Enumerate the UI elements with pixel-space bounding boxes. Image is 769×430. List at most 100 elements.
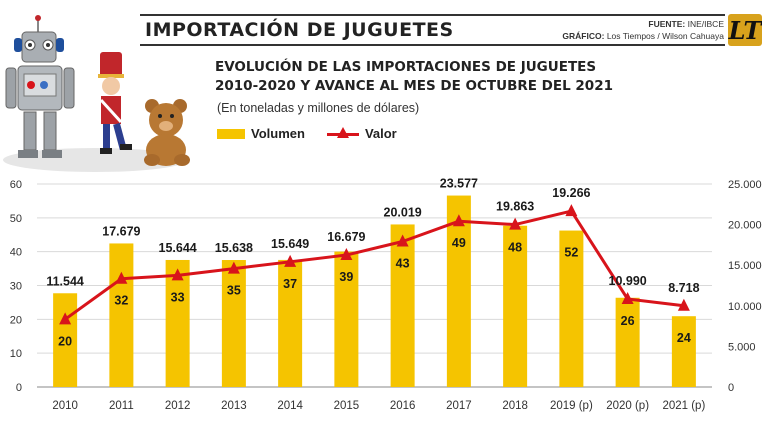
line-valor: [64, 209, 685, 321]
toy-soldier-icon: [98, 52, 132, 154]
right-axis-tick-label: 20.000: [728, 220, 762, 232]
point-valor: [227, 261, 240, 274]
point-valor: [59, 312, 72, 325]
left-axis-tick-label: 0: [16, 382, 22, 394]
source-label: FUENTE:: [648, 19, 686, 29]
data-label-volumen: 8.718: [668, 281, 699, 295]
point-valor: [565, 204, 578, 217]
data-label-valor: 43: [396, 257, 410, 271]
robot-icon: [5, 15, 75, 158]
point-valor: [396, 234, 409, 247]
data-label-valor: 49: [452, 236, 466, 250]
point-valor: [452, 214, 465, 227]
newspaper-logo: LT: [728, 14, 762, 46]
bar-volumen: [559, 230, 584, 387]
left-axis-tick-label: 40: [10, 247, 22, 259]
bar-volumen: [671, 316, 696, 387]
right-axis-tick-label: 15.000: [728, 260, 762, 272]
x-axis-tick-label: 2016: [390, 400, 416, 412]
x-axis-tick-label: 2015: [334, 400, 360, 412]
point-valor: [621, 292, 634, 305]
chart-title-line1: EVOLUCIÓN DE LAS IMPORTACIONES DE JUGUET…: [215, 59, 597, 75]
chart-title: EVOLUCIÓN DE LAS IMPORTACIONES DE JUGUET…: [215, 58, 613, 96]
graphic-value: Los Tiempos / Wilson Cahuaya: [606, 31, 724, 41]
data-label-valor: 32: [114, 294, 128, 308]
header-bottom-rule: [140, 44, 725, 46]
data-label-volumen: 23.577: [440, 177, 478, 191]
bar-volumen: [278, 259, 303, 387]
right-axis-tick-label: 25.000: [728, 179, 762, 191]
x-axis-tick-label: 2020 (p): [606, 400, 649, 412]
right-axis-tick-label: 0: [728, 382, 734, 394]
x-axis-tick-label: 2021 (p): [662, 400, 705, 412]
source-credits: FUENTE: INE/IBCE GRÁFICO: Los Tiempos / …: [562, 18, 724, 42]
x-axis-tick-label: 2010: [52, 400, 78, 412]
point-valor: [340, 248, 353, 261]
toys-illustration: [3, 15, 190, 172]
x-axis-tick-label: 2019 (p): [550, 400, 593, 412]
x-axis-tick-label: 2013: [221, 400, 247, 412]
data-label-volumen: 20.019: [384, 205, 422, 219]
data-label-valor: 48: [508, 241, 522, 255]
bar-volumen: [221, 260, 246, 387]
graphic-label: GRÁFICO:: [562, 31, 605, 41]
left-axis-tick-label: 60: [10, 179, 22, 191]
legend-item-valor: Valor: [326, 126, 397, 141]
page-title: IMPORTACIÓN DE JUGUETES: [145, 19, 454, 41]
point-valor: [677, 298, 690, 311]
header-top-rule: [140, 14, 725, 16]
x-axis-tick-label: 2012: [165, 400, 191, 412]
legend-marker-valor: [326, 126, 359, 141]
data-label-volumen: 16.679: [327, 230, 365, 244]
legend-item-volumen: Volumen: [217, 126, 305, 141]
right-axis-tick-label: 10.000: [728, 301, 762, 313]
right-axis-tick-label: 5.000: [728, 341, 756, 353]
data-label-valor: 37: [283, 277, 297, 291]
data-label-volumen: 15.649: [271, 237, 309, 251]
data-label-volumen: 10.990: [609, 274, 647, 288]
bar-volumen: [446, 195, 471, 387]
x-axis-tick-label: 2018: [502, 400, 528, 412]
data-label-volumen: 15.644: [159, 241, 197, 255]
bar-volumen: [390, 224, 415, 387]
data-label-valor: 26: [621, 314, 635, 328]
x-axis-tick-label: 2017: [446, 400, 472, 412]
source-value: INE/IBCE: [687, 19, 724, 29]
bar-volumen: [109, 243, 134, 387]
left-axis-tick-label: 50: [10, 213, 22, 225]
chart-legend: Volumen Valor: [217, 126, 419, 141]
point-valor: [115, 271, 128, 284]
data-label-valor: 24: [677, 331, 691, 345]
legend-label-volumen: Volumen: [251, 126, 305, 141]
left-axis-tick-label: 10: [10, 348, 22, 360]
data-label-valor: 35: [227, 284, 241, 298]
legend-label-valor: Valor: [364, 126, 397, 141]
data-label-volumen: 19.863: [496, 200, 534, 214]
legend-swatch-volumen: [217, 128, 245, 139]
point-valor: [509, 217, 522, 230]
bar-volumen: [503, 225, 528, 387]
x-axis-tick-label: 2014: [277, 400, 303, 412]
data-label-valor: 20: [58, 334, 72, 348]
data-label-volumen: 17.679: [102, 224, 140, 238]
logo-text: LT: [728, 15, 762, 45]
data-label-volumen: 11.544: [46, 274, 84, 288]
bar-volumen: [53, 293, 78, 387]
x-axis-tick-label: 2011: [109, 400, 134, 412]
chart-title-line2: 2010-2020 Y AVANCE AL MES DE OCTUBRE DEL…: [215, 78, 613, 94]
bar-volumen: [165, 259, 190, 387]
data-label-valor: 39: [339, 270, 353, 284]
data-label-valor: 52: [564, 246, 578, 260]
chart-subtitle: (En toneladas y millones de dólares): [217, 101, 420, 115]
bar-volumen: [334, 251, 359, 387]
teddy-bear-icon: [144, 99, 190, 166]
bar-volumen: [615, 297, 640, 387]
data-label-valor: 33: [171, 290, 185, 304]
left-axis-tick-label: 20: [10, 314, 22, 326]
point-valor: [171, 268, 184, 281]
left-axis-tick-label: 30: [10, 281, 22, 293]
data-label-volumen: 19.266: [552, 186, 590, 200]
data-label-volumen: 15.638: [215, 241, 253, 255]
point-valor: [284, 254, 297, 267]
